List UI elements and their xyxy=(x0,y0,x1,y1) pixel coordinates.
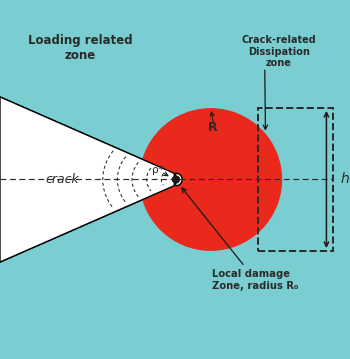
Bar xyxy=(258,108,333,251)
Circle shape xyxy=(172,175,180,184)
Polygon shape xyxy=(0,97,182,262)
Text: R: R xyxy=(208,121,217,134)
Circle shape xyxy=(139,108,282,251)
Text: Local damage
Zone, radius R₀: Local damage Zone, radius R₀ xyxy=(182,188,299,291)
Text: Loading related
zone: Loading related zone xyxy=(28,34,132,62)
Text: ρ*: ρ* xyxy=(152,165,164,175)
Text: Crack-related
Dissipation
zone: Crack-related Dissipation zone xyxy=(241,35,316,68)
Text: h: h xyxy=(340,173,349,186)
Text: crack: crack xyxy=(46,173,79,186)
Polygon shape xyxy=(0,97,182,262)
